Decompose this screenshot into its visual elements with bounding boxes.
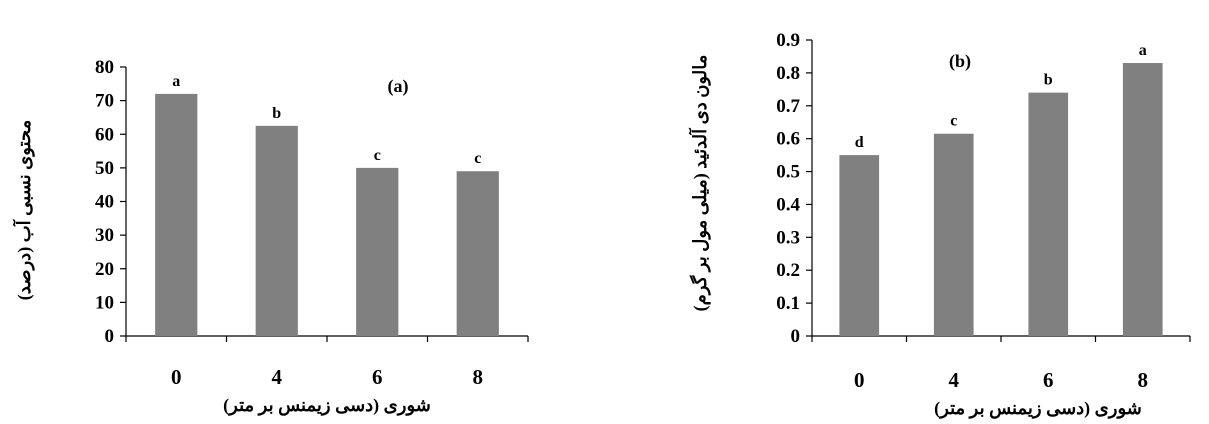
bar-b-8 — [1122, 63, 1163, 337]
x-category-label-b: 0 — [854, 368, 865, 392]
y-tick-label-a: 40 — [95, 192, 114, 213]
significance-letter-b: d — [855, 134, 864, 151]
y-tick-label-b: 0.9 — [776, 30, 800, 51]
y-tick-label-b: 0.2 — [776, 260, 800, 281]
y-tick-label-a: 20 — [95, 259, 114, 280]
y-tick-label-a: 60 — [95, 124, 114, 145]
y-tick-label-b: 0.6 — [776, 129, 800, 150]
x-category-label-b: 6 — [1043, 368, 1054, 392]
significance-letter-a: c — [374, 147, 381, 164]
significance-letter-a: c — [474, 150, 481, 167]
panel-label-a: (a) — [388, 76, 409, 97]
chart-a-svg: 0 10 20 30 40 50 60 70 80 a 0 b 4 c 6 c 8 (a) شوری (دسی زی… — [12, 57, 529, 416]
y-tick-label-b: 0.1 — [776, 293, 800, 314]
y-tick-label-a: 50 — [95, 158, 114, 179]
y-axis-title-a: محتوی نسبی آب (درصد) — [12, 120, 35, 300]
x-category-label-a: 0 — [171, 365, 182, 389]
y-tick-label-b: 0.5 — [776, 162, 800, 183]
y-tick-label-a: 0 — [105, 326, 115, 347]
y-tick-label-b: 0.4 — [776, 194, 800, 215]
y-tick-label-a: 80 — [95, 57, 114, 78]
x-axis-title-b: شوری (دسی زیمنس بر متر) — [934, 398, 1142, 419]
bar-b-0 — [839, 155, 880, 336]
x-category-label-b: 4 — [949, 368, 960, 392]
y-tick-label-a: 30 — [95, 225, 114, 246]
y-tick-label-b: 0 — [791, 326, 801, 347]
bar-a-0 — [155, 93, 198, 337]
significance-letter-a: a — [172, 73, 180, 90]
y-tick-label-b: 0.7 — [776, 96, 800, 117]
chart-panel-a: 0 10 20 30 40 50 60 70 80 a 0 b 4 c 6 c 8 (a) شوری (دسی زی… — [0, 0, 560, 419]
x-axis-title-a: شوری (دسی زیمنس بر متر) — [223, 395, 431, 416]
significance-letter-b: c — [950, 113, 957, 130]
y-tick-label-a: 70 — [95, 91, 114, 112]
significance-letter-a: b — [272, 105, 281, 122]
bar-b-4 — [933, 133, 974, 336]
y-axis-title-b: مالون دی آلدئید (میلی مول بر گرم) — [688, 55, 711, 312]
bar-a-4 — [255, 125, 298, 336]
significance-letter-b: a — [1139, 42, 1147, 59]
panel-label-b: (b) — [949, 51, 971, 72]
bar-a-6 — [356, 167, 399, 336]
y-tick-label-a: 10 — [95, 292, 114, 313]
chart-panel-b: 0 0.1 0.2 0.3 0.4 0.5 0.6 0.7 0.8 0.9 d 0 c 4 b 6 a 8 (b) ش… — [660, 0, 1209, 419]
x-category-label-a: 8 — [473, 365, 484, 389]
bar-a-8 — [456, 171, 499, 336]
bar-b-6 — [1028, 92, 1069, 336]
y-tick-label-b: 0.3 — [776, 227, 800, 248]
significance-letter-b: b — [1044, 72, 1053, 89]
x-category-label-a: 6 — [372, 365, 383, 389]
y-tick-label-b: 0.8 — [776, 63, 800, 84]
x-category-label-a: 4 — [272, 365, 283, 389]
x-category-label-b: 8 — [1138, 368, 1149, 392]
chart-b-svg: 0 0.1 0.2 0.3 0.4 0.5 0.6 0.7 0.8 0.9 d 0 c 4 b 6 a 8 (b) ش… — [688, 30, 1191, 419]
